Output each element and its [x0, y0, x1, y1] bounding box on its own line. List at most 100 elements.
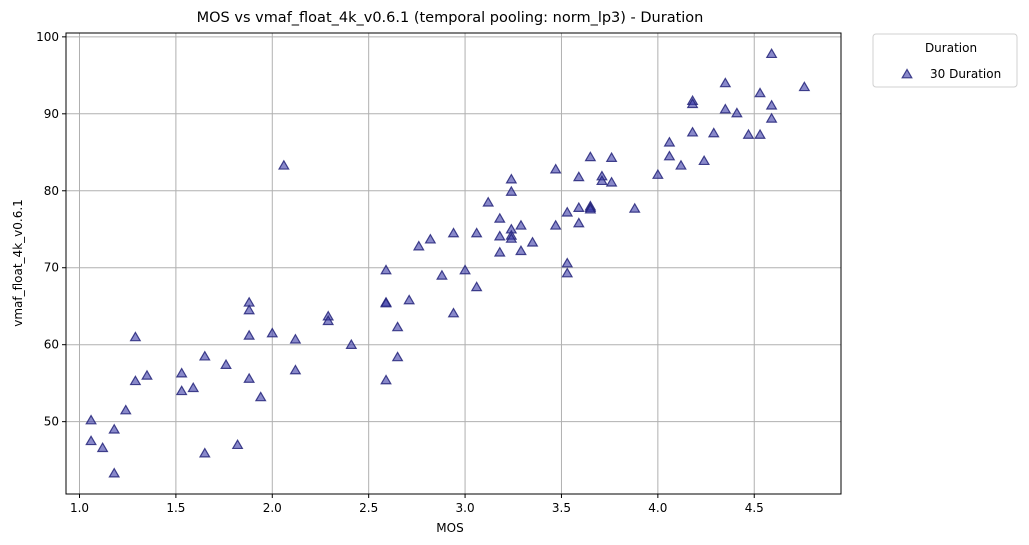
- y-tick-label: 90: [44, 107, 59, 121]
- data-point-triangle: [526, 236, 539, 247]
- data-point-triangle: [198, 447, 211, 458]
- data-point-triangle: [220, 358, 232, 369]
- data-point-triangle: [266, 327, 279, 338]
- data-point-triangle: [175, 385, 188, 396]
- chart-title: MOS vs vmaf_float_4k_v0.6.1 (temporal po…: [197, 10, 704, 26]
- data-point-triangle: [380, 264, 392, 275]
- data-point-triangle: [289, 364, 302, 375]
- data-point-triangle: [652, 168, 664, 179]
- data-point-triangle: [424, 233, 437, 244]
- data-point-triangle: [719, 103, 732, 114]
- data-point-triangle: [572, 171, 585, 182]
- data-point-triangle: [129, 331, 142, 342]
- data-point-triangle: [572, 201, 585, 212]
- data-point-triangle: [596, 174, 608, 186]
- data-point-triangle: [663, 150, 676, 161]
- data-point-triangle: [447, 227, 460, 238]
- data-point-triangle: [675, 159, 687, 170]
- data-point-triangle: [584, 203, 597, 214]
- data-point-triangle: [129, 375, 142, 386]
- data-point-triangle: [584, 151, 597, 162]
- data-point-triangle: [605, 151, 618, 162]
- y-axis-ticks: 50 60 70 80 90 100: [36, 30, 66, 429]
- data-point-triangle: [412, 240, 425, 251]
- data-point-triangle: [380, 297, 392, 308]
- legend-marker-icon: [901, 68, 913, 79]
- data-point-triangle: [731, 107, 743, 118]
- x-tick-label: 3.5: [552, 501, 571, 515]
- data-point-triangle: [289, 333, 302, 344]
- data-point-triangle: [231, 438, 244, 450]
- data-point-triangle: [108, 423, 121, 434]
- y-axis-title: vmaf_float_4k_v0.6.1: [11, 199, 25, 327]
- data-point-triangle: [515, 245, 527, 256]
- data-point-triangle: [322, 315, 335, 326]
- data-point-triangle: [470, 281, 483, 292]
- grid-lines: [66, 33, 841, 494]
- data-point-triangle: [561, 257, 574, 268]
- x-tick-label: 4.5: [745, 501, 764, 515]
- data-point-triangle: [243, 329, 255, 340]
- data-point-triangle: [482, 196, 495, 207]
- data-point-triangle: [549, 163, 562, 174]
- data-point-triangle: [605, 176, 618, 187]
- data-point-triangle: [436, 269, 448, 280]
- data-point-triangle: [765, 112, 778, 123]
- data-point-triangle: [470, 227, 483, 238]
- legend-item-label: 30 Duration: [930, 67, 1001, 81]
- data-point-triangle: [108, 467, 121, 478]
- data-point-triangle: [493, 230, 506, 241]
- data-point-triangle: [765, 99, 778, 110]
- data-point-triangle: [85, 435, 97, 446]
- x-tick-label: 1.0: [70, 501, 89, 515]
- y-tick-label: 80: [44, 184, 59, 198]
- data-point-triangle: [663, 136, 676, 147]
- data-point-triangle: [96, 442, 109, 453]
- data-point-triangle: [403, 294, 416, 305]
- data-point-triangle: [561, 206, 574, 217]
- data-point-triangle: [345, 338, 358, 349]
- data-point-triangle: [243, 304, 255, 315]
- data-point-triangle: [686, 98, 699, 109]
- data-point-triangle: [141, 369, 153, 380]
- data-point-triangle: [505, 185, 518, 196]
- data-point-triangle: [561, 267, 574, 278]
- data-point-triangle: [198, 350, 211, 361]
- data-point-triangle: [754, 128, 766, 139]
- data-point-triangle: [175, 367, 188, 378]
- data-point-triangle: [85, 414, 97, 425]
- data-point-triangle: [572, 217, 585, 228]
- data-point-triangle: [119, 404, 132, 415]
- data-point-triangle: [391, 351, 404, 362]
- data-point-triangle: [515, 219, 527, 230]
- data-point-triangle: [765, 47, 778, 59]
- data-point-triangle: [698, 154, 710, 166]
- data-point-triangle: [278, 159, 290, 170]
- plot-area-frame: [65, 32, 842, 495]
- data-point-triangle: [187, 381, 200, 393]
- x-axis-ticks: 1.0 1.5 2.0 2.5 3.0 3.5 4.0 4.5: [70, 494, 764, 515]
- data-point-triangle: [493, 212, 506, 223]
- data-point-triangle: [459, 264, 471, 275]
- y-tick-label: 50: [44, 415, 59, 429]
- legend: Duration 30 Duration: [872, 33, 1018, 88]
- data-point-triangle: [719, 77, 732, 88]
- data-point-triangle: [391, 321, 404, 332]
- x-tick-label: 2.5: [359, 501, 378, 515]
- x-axis-title: MOS: [436, 521, 463, 535]
- data-point-triangle: [628, 202, 641, 213]
- data-point-triangle: [742, 128, 755, 139]
- x-tick-label: 3.0: [456, 501, 475, 515]
- data-point-triangle: [493, 246, 506, 257]
- y-tick-label: 70: [44, 261, 59, 275]
- x-tick-label: 1.5: [166, 501, 185, 515]
- y-tick-label: 100: [36, 30, 59, 44]
- data-point-triangle: [686, 126, 699, 137]
- data-point-triangle: [254, 391, 267, 402]
- x-tick-label: 4.0: [648, 501, 667, 515]
- data-point-triangle: [549, 219, 562, 230]
- data-point-triangle: [707, 127, 720, 138]
- data-point-triangle: [380, 374, 392, 385]
- data-point-triangle: [505, 173, 518, 184]
